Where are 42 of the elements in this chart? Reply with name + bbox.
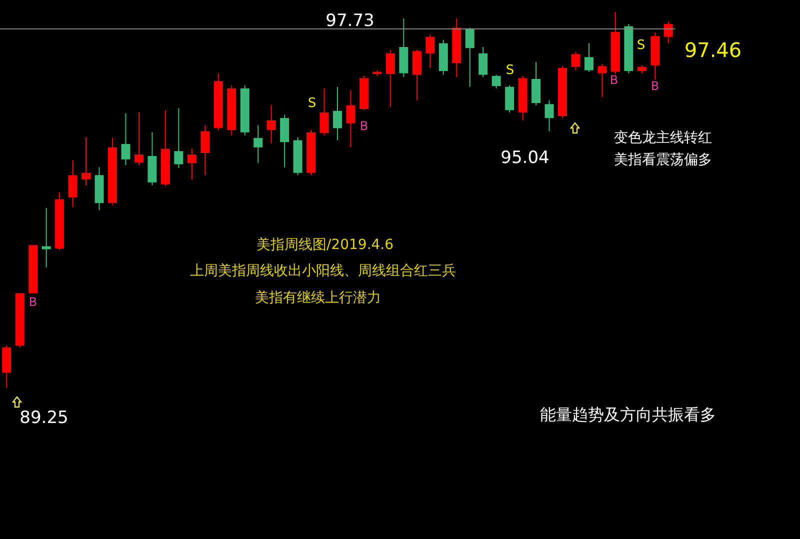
candlestick bbox=[134, 112, 144, 166]
candlestick bbox=[386, 49, 395, 108]
candlestick bbox=[121, 112, 130, 166]
text: 97.46 bbox=[684, 38, 742, 62]
candlestick bbox=[478, 46, 488, 78]
annotation: 美指看震荡偏多 bbox=[614, 152, 712, 168]
candlestick bbox=[505, 84, 514, 113]
text: 美指周线图/2019.4.6 bbox=[256, 237, 394, 253]
candlestick bbox=[412, 49, 422, 101]
candlestick bbox=[598, 63, 607, 98]
candlestick bbox=[174, 108, 184, 169]
candlestick bbox=[544, 100, 554, 132]
candlestick bbox=[266, 104, 276, 144]
candlestick bbox=[426, 34, 435, 69]
candlestick bbox=[571, 51, 580, 71]
candlestick bbox=[584, 42, 594, 72]
candlestick bbox=[492, 74, 501, 89]
annotation: 97.73 bbox=[326, 11, 374, 31]
annotation: S bbox=[308, 96, 316, 111]
candlestick bbox=[42, 207, 51, 268]
annotation: S bbox=[636, 38, 646, 53]
annotation: 95.04 bbox=[500, 148, 550, 168]
annotation: B bbox=[28, 295, 38, 309]
annotation: 变色龙主线转红 bbox=[614, 130, 712, 146]
candlestick bbox=[320, 88, 329, 136]
annotation: B bbox=[360, 119, 368, 133]
annotation: S bbox=[506, 63, 514, 78]
annotation: 美指有继续上行潜力 bbox=[255, 290, 381, 306]
annotation: B bbox=[650, 79, 660, 93]
candlestick bbox=[187, 148, 196, 180]
text: 上周美指周线收出小阳线、周线组合红三兵 bbox=[190, 263, 456, 279]
candlestick bbox=[254, 124, 263, 164]
annotation: B bbox=[610, 73, 618, 87]
text: 能量趋势及方向共振看多 bbox=[540, 405, 716, 424]
candlestick bbox=[664, 21, 673, 44]
candlestick bbox=[346, 90, 356, 148]
candlestick bbox=[200, 124, 210, 176]
text: 89.25 bbox=[20, 408, 68, 428]
candlestick bbox=[68, 160, 78, 208]
candlestick bbox=[82, 136, 91, 186]
candlestick bbox=[465, 27, 474, 88]
candlestick bbox=[333, 86, 342, 141]
